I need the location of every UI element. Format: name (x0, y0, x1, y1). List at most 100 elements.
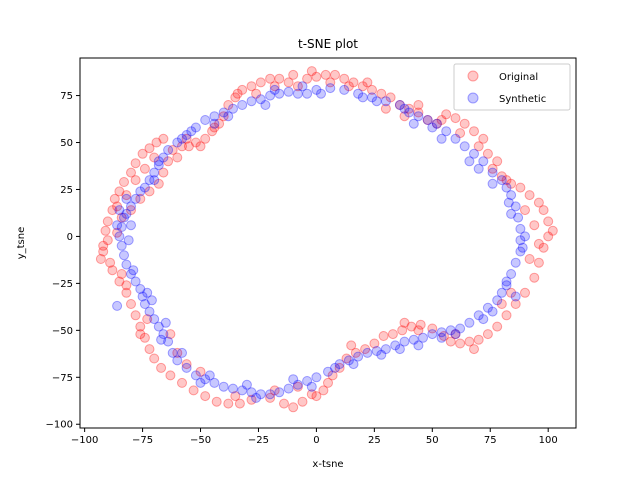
synthetic-point (334, 359, 345, 370)
synthetic-point (144, 306, 155, 317)
original-point (520, 205, 530, 216)
synthetic-point (422, 115, 433, 125)
original-point (246, 394, 257, 405)
synthetic-point (144, 175, 155, 186)
x-tick-label: −25 (248, 435, 269, 446)
synthetic-point (330, 362, 340, 373)
synthetic-point (274, 387, 285, 398)
synthetic-point (380, 96, 391, 107)
synthetic-point (237, 385, 248, 396)
original-point (211, 396, 222, 407)
points-layer (95, 66, 558, 413)
original-point (137, 148, 148, 159)
synthetic-point (139, 182, 150, 193)
original-point (139, 332, 150, 343)
synthetic-point (156, 334, 167, 345)
synthetic-point (204, 370, 215, 381)
y-tick-label: 0 (67, 232, 73, 243)
original-point (269, 385, 280, 396)
original-point (469, 344, 479, 355)
original-point (255, 77, 266, 88)
synthetic-point (459, 141, 470, 152)
original-point (181, 359, 192, 370)
synthetic-point (380, 344, 391, 355)
original-point (325, 77, 336, 88)
synthetic-point (128, 265, 139, 276)
synthetic-point (153, 160, 164, 171)
y-tick-label: −50 (52, 326, 73, 337)
synthetic-point (269, 84, 280, 95)
synthetic-point (506, 208, 517, 219)
synthetic-point (302, 88, 313, 99)
original-point (547, 225, 558, 236)
original-point (378, 331, 389, 341)
synthetic-point (135, 186, 146, 197)
original-point (230, 391, 241, 402)
original-point (399, 111, 410, 122)
synthetic-point (158, 329, 169, 340)
synthetic-point (441, 126, 452, 137)
original-point (311, 391, 322, 402)
original-point (413, 107, 424, 118)
synthetic-point (119, 250, 129, 261)
synthetic-point (487, 178, 498, 189)
original-point (350, 347, 361, 358)
synthetic-point (153, 321, 164, 332)
synthetic-point (520, 231, 530, 242)
original-point (112, 227, 123, 238)
original-point (234, 398, 245, 409)
original-point (422, 115, 433, 125)
synthetic-point (506, 269, 517, 279)
original-point (506, 287, 517, 298)
synthetic-point (246, 96, 257, 107)
synthetic-point (121, 193, 132, 204)
x-tick-label: −50 (190, 435, 211, 446)
original-point (214, 118, 225, 129)
y-tick-label: −100 (46, 420, 73, 431)
original-point (265, 73, 276, 84)
original-point (149, 152, 160, 163)
original-point (455, 128, 466, 139)
original-point (334, 362, 345, 373)
original-point (102, 216, 113, 227)
synthetic-point (353, 88, 364, 99)
original-point (415, 319, 426, 330)
synthetic-point (431, 118, 442, 129)
original-point (459, 118, 470, 129)
synthetic-point (464, 317, 475, 328)
original-point (144, 143, 155, 154)
original-point (121, 287, 132, 298)
synthetic-point (339, 84, 350, 95)
original-point (524, 254, 535, 264)
original-point (515, 182, 526, 193)
synthetic-point (218, 381, 229, 392)
original-point (399, 317, 410, 328)
synthetic-point (510, 201, 521, 212)
synthetic-point (283, 86, 294, 97)
original-point (455, 338, 466, 349)
y-axis: −100 −75 −50 −25 0 25 50 75 (46, 91, 80, 431)
legend-marker-synthetic (467, 92, 479, 104)
original-point (114, 186, 125, 197)
synthetic-point (172, 137, 183, 148)
original-point (142, 314, 153, 325)
original-point (144, 186, 155, 197)
original-point (385, 92, 396, 103)
original-point (413, 325, 424, 336)
original-point (413, 100, 424, 110)
synthetic-point (200, 374, 211, 385)
original-point (167, 145, 178, 155)
synthetic-point (501, 276, 512, 287)
original-point (533, 197, 544, 208)
original-point (109, 193, 120, 204)
original-point (441, 109, 452, 120)
original-point (362, 77, 373, 88)
synthetic-point (241, 379, 252, 390)
synthetic-point (172, 355, 183, 366)
synthetic-point (190, 122, 201, 133)
original-point (510, 299, 521, 309)
original-point (533, 257, 544, 268)
synthetic-point (116, 240, 127, 251)
original-point (302, 73, 313, 84)
original-point (130, 310, 141, 321)
